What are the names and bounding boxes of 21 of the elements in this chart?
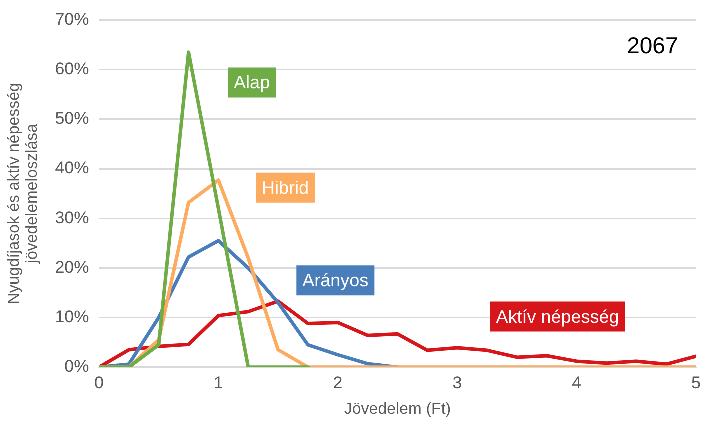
series-label: Hibrid xyxy=(262,178,310,198)
x-tick-label: 0 xyxy=(94,373,104,392)
text: Alap xyxy=(234,72,270,93)
x-tick-label: 3 xyxy=(452,373,462,392)
x-tick-label: 5 xyxy=(692,373,702,392)
y-axis-title: Nyugdíjasok és aktív népesség jövedelemeloszlása xyxy=(6,83,41,305)
y-tick-label: 20% xyxy=(55,258,90,277)
text: 2067 xyxy=(627,32,678,59)
y-tick-label: 60% xyxy=(55,59,90,78)
x-axis-title: Jövedelem (Ft) xyxy=(344,400,452,418)
series-label: Arányos xyxy=(302,270,369,291)
y-tick-label: 30% xyxy=(55,208,90,228)
x-tick-label: 1 xyxy=(214,373,224,392)
y-tick-label: 10% xyxy=(55,307,90,326)
y-tick-label: 70% xyxy=(55,10,90,29)
x-tick-label: 2 xyxy=(333,373,343,392)
series-label: Aktív népesség xyxy=(496,306,620,327)
x-tick-label: 4 xyxy=(572,373,582,392)
y-tick-label: 0% xyxy=(64,357,90,376)
y-tick-label: 50% xyxy=(55,109,90,128)
y-tick-label: 40% xyxy=(55,158,90,178)
